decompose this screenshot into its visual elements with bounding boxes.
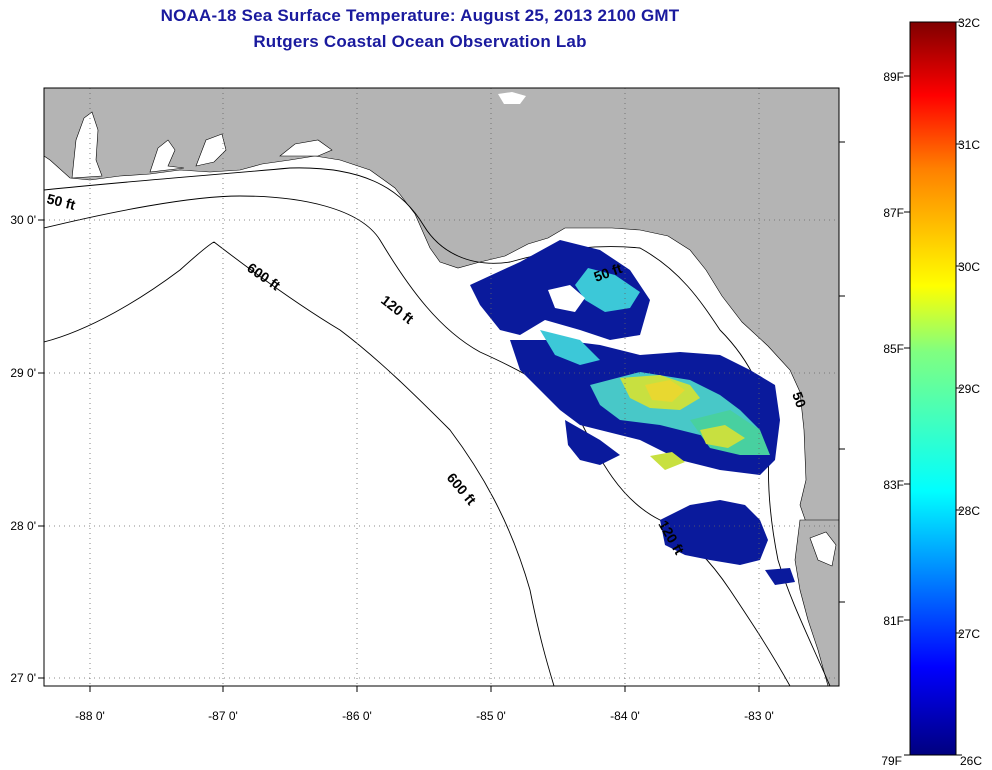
bay	[149, 139, 185, 173]
lat-tick-label: 30 0'	[10, 213, 36, 227]
map-title: NOAA-18 Sea Surface Temperature: August …	[160, 6, 680, 25]
contour-120ft	[44, 195, 791, 686]
bay	[279, 139, 333, 157]
colorbar-label-f: 85F	[883, 342, 904, 356]
colorbar-label-c: 30C	[958, 260, 980, 274]
colorbar-label-c: 27C	[958, 627, 980, 641]
colorbar-label-c: 32C	[958, 16, 980, 30]
colorbar-label-c: 26C	[960, 754, 982, 768]
colorbar	[909, 21, 957, 756]
colorbar-label-c: 31C	[958, 138, 980, 152]
colorbar-label-f: 89F	[883, 70, 904, 84]
lon-tick-label: -85 0'	[476, 709, 506, 723]
colorbar-label-f: 83F	[883, 478, 904, 492]
bay	[809, 531, 837, 567]
colorbar-label-f: 79F	[881, 754, 902, 768]
sst-patch	[565, 420, 620, 465]
lake	[498, 92, 526, 104]
sst-patch	[645, 380, 685, 402]
cloud-gap	[548, 285, 585, 312]
lon-tick-label: -84 0'	[610, 709, 640, 723]
lon-tick-label: -88 0'	[75, 709, 105, 723]
sst-patch	[765, 568, 795, 585]
lon-tick-label: -86 0'	[342, 709, 372, 723]
bay	[195, 133, 227, 167]
contour-600ft	[44, 241, 555, 686]
contour-label: 50	[789, 390, 809, 410]
lat-tick-label: 28 0'	[10, 519, 36, 533]
lon-tick-label: -83 0'	[744, 709, 774, 723]
sst-patch	[650, 452, 685, 470]
lat-tick-label: 27 0'	[10, 671, 36, 685]
contour-label: 50 ft	[45, 190, 77, 213]
axis-ticks	[38, 141, 845, 692]
sst-patch	[660, 500, 768, 565]
lat-tick-label: 29 0'	[10, 366, 36, 380]
sst-patch	[700, 425, 745, 448]
contour-50ft	[44, 167, 831, 686]
lon-tick-label: -87 0'	[208, 709, 238, 723]
colorbar-label-c: 29C	[958, 382, 980, 396]
land-area	[44, 88, 839, 543]
colorbar-label-f: 87F	[883, 206, 904, 220]
sst-patch	[540, 330, 600, 365]
map-subtitle: Rutgers Coastal Ocean Observation Lab	[253, 32, 587, 51]
bay	[71, 111, 103, 179]
colorbar-label-c: 28C	[958, 504, 980, 518]
map-frame	[43, 87, 840, 687]
colorbar-label-f: 81F	[883, 614, 904, 628]
sst-patch	[575, 268, 640, 312]
colorbar-ticks	[904, 21, 962, 756]
